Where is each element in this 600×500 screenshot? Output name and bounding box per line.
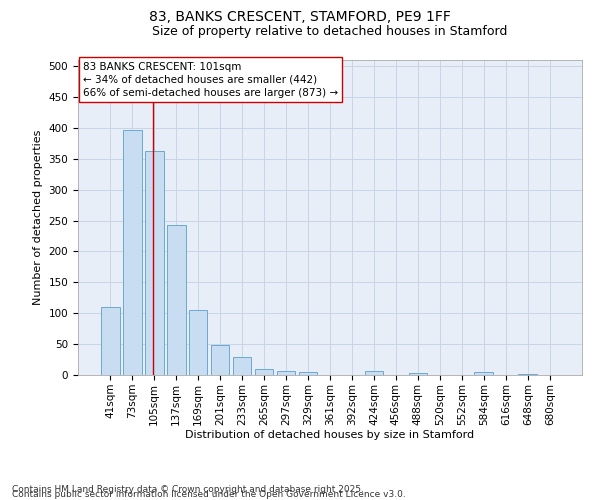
Bar: [409, 373, 427, 375]
Bar: [145, 151, 164, 375]
Bar: [101, 307, 119, 375]
Bar: [123, 130, 142, 375]
Text: 83 BANKS CRESCENT: 101sqm
← 34% of detached houses are smaller (442)
66% of semi: 83 BANKS CRESCENT: 101sqm ← 34% of detac…: [83, 62, 338, 98]
Bar: [189, 310, 208, 375]
Y-axis label: Number of detached properties: Number of detached properties: [33, 130, 43, 305]
Bar: [518, 374, 537, 375]
Bar: [299, 372, 317, 375]
Bar: [365, 372, 383, 375]
Bar: [211, 344, 229, 375]
Bar: [255, 369, 274, 375]
Text: Contains HM Land Registry data © Crown copyright and database right 2025.: Contains HM Land Registry data © Crown c…: [12, 484, 364, 494]
Text: 83, BANKS CRESCENT, STAMFORD, PE9 1FF: 83, BANKS CRESCENT, STAMFORD, PE9 1FF: [149, 10, 451, 24]
Bar: [475, 372, 493, 375]
Bar: [277, 370, 295, 375]
X-axis label: Distribution of detached houses by size in Stamford: Distribution of detached houses by size …: [185, 430, 475, 440]
Title: Size of property relative to detached houses in Stamford: Size of property relative to detached ho…: [152, 25, 508, 38]
Bar: [167, 225, 185, 375]
Text: Contains public sector information licensed under the Open Government Licence v3: Contains public sector information licen…: [12, 490, 406, 499]
Bar: [233, 357, 251, 375]
